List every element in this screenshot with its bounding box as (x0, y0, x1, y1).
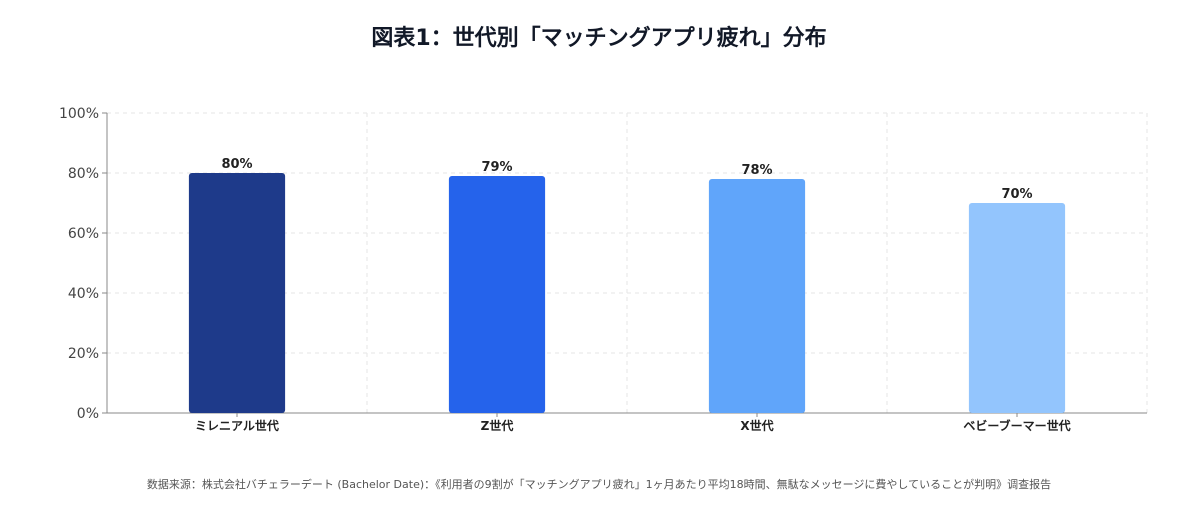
bar-value-label: 79% (481, 160, 512, 175)
chart-title: 図表1：世代別「マッチングアプリ疲れ」分布 (371, 26, 827, 51)
bars (188, 173, 1066, 413)
y-tick-label: 0% (77, 406, 99, 422)
y-tick-label: 20% (68, 346, 99, 362)
bar (448, 176, 546, 413)
bar (188, 173, 286, 413)
x-tick-label: X世代 (740, 418, 773, 433)
y-tick-label: 40% (68, 286, 99, 302)
bar (708, 179, 806, 413)
x-tick-label: Z世代 (481, 418, 514, 433)
bar (968, 203, 1066, 413)
bar-value-label: 78% (741, 163, 772, 178)
y-tick-label: 100% (59, 106, 99, 122)
x-tick-label: ベビーブーマー世代 (963, 418, 1070, 433)
bar-value-label: 80% (221, 157, 252, 172)
x-tick-label: ミレニアル世代 (195, 418, 279, 433)
source-note: 数据来源：株式会社バチェラーデート (Bachelor Date)：《利用者の9… (146, 478, 1052, 491)
labels: 0% 20% 40% 60% 80% 100% 80% ミレニアル世代 79% Z世代 78% X世代… (59, 106, 1071, 433)
y-tick-label: 60% (68, 226, 99, 242)
bar-value-label: 70% (1001, 187, 1032, 202)
y-tick-label: 80% (68, 166, 99, 182)
